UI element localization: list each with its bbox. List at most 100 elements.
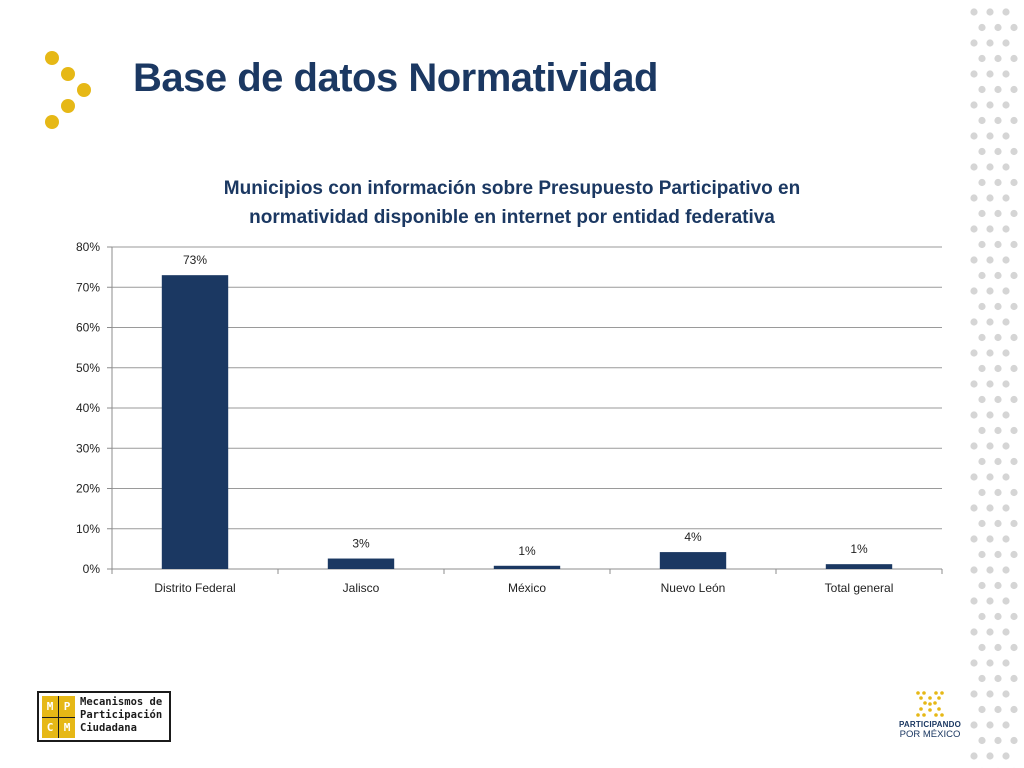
pattern-dot: [994, 147, 1002, 156]
pattern-dot: [994, 395, 1002, 404]
pattern-dot: [1010, 333, 1018, 342]
pattern-dot: [970, 318, 978, 326]
pattern-dot: [978, 488, 986, 497]
pattern-dot: [970, 101, 978, 109]
pattern-dot: [970, 752, 978, 760]
pattern-dot: [1010, 364, 1018, 373]
pattern-dot: [986, 504, 994, 512]
pattern-dot: [1002, 566, 1010, 574]
chart-title-line-1: Municipios con información sobre Presupu…: [223, 178, 801, 199]
pattern-dot: [994, 240, 1002, 249]
pattern-dot: [986, 101, 994, 109]
pattern-dot: [970, 8, 978, 16]
pattern-dot: [994, 23, 1002, 32]
pattern-dot: [1002, 597, 1010, 605]
pattern-dot: [970, 597, 978, 605]
mpcm-logo-letter: P: [59, 696, 75, 717]
pattern-dot: [994, 674, 1002, 683]
pattern-dot: [970, 256, 978, 264]
mpcm-logo-line: Mecanismos de: [80, 696, 163, 708]
pattern-dot: [986, 194, 994, 202]
slide-title: Base de datos Normatividad: [133, 56, 658, 100]
pattern-dot: [978, 209, 986, 218]
pattern-dot: [986, 566, 994, 574]
x-tick-label: Distrito Federal: [154, 581, 235, 595]
pattern-dot: [994, 302, 1002, 311]
pattern-dot: [970, 659, 978, 667]
participando-por-mexico-logo: PARTICIPANDO POR MÉXICO: [895, 690, 965, 750]
pattern-dot: [1010, 488, 1018, 497]
bar: [161, 275, 229, 569]
pattern-dot: [1010, 705, 1018, 714]
pattern-dot: [1010, 23, 1018, 32]
pattern-dot: [970, 287, 978, 295]
pattern-dot: [978, 116, 986, 125]
pattern-dot: [978, 612, 986, 621]
mpcm-logo-text: Mecanismos de Participación Ciudadana: [80, 696, 170, 735]
pattern-dot: [1002, 690, 1010, 698]
y-tick-label: 30%: [76, 441, 100, 455]
pattern-dot: [970, 628, 978, 636]
pattern-dot: [970, 535, 978, 543]
pattern-dot: [1002, 752, 1010, 760]
pattern-dot: [970, 442, 978, 450]
pattern-dot: [970, 225, 978, 233]
pattern-dot: [1002, 70, 1010, 78]
pattern-dot: [986, 659, 994, 667]
y-tick-label: 50%: [76, 361, 100, 375]
pattern-dot: [986, 256, 994, 264]
data-label: 3%: [352, 537, 370, 551]
pattern-dot: [986, 287, 994, 295]
pattern-dot: [994, 116, 1002, 125]
pattern-dot: [978, 364, 986, 373]
mpcm-logo-line: Ciudadana: [80, 722, 137, 734]
data-label: 1%: [850, 542, 868, 556]
y-tick-label: 10%: [76, 522, 100, 536]
pattern-dot: [1010, 85, 1018, 94]
pattern-dot: [1010, 302, 1018, 311]
pattern-dot: [994, 581, 1002, 590]
pattern-dot: [986, 473, 994, 481]
pattern-dot: [994, 271, 1002, 280]
pattern-dot: [994, 705, 1002, 714]
pattern-dot: [986, 8, 994, 16]
pattern-dot: [970, 39, 978, 47]
pattern-dot: [1002, 132, 1010, 140]
pattern-dot: [1010, 457, 1018, 466]
logo-dot-icon: [45, 115, 59, 129]
pattern-dot: [994, 364, 1002, 373]
pattern-dot: [978, 271, 986, 280]
pattern-dot: [1002, 659, 1010, 667]
y-tick-label: 70%: [76, 280, 100, 294]
pattern-dot: [1002, 256, 1010, 264]
pattern-dot: [970, 504, 978, 512]
pattern-dot: [1010, 116, 1018, 125]
pattern-dot: [994, 178, 1002, 187]
pattern-dot: [1002, 380, 1010, 388]
pattern-dot: [994, 333, 1002, 342]
pattern-dot: [986, 411, 994, 419]
pattern-dot: [986, 752, 994, 760]
pattern-dot: [978, 85, 986, 94]
pattern-dot: [1010, 271, 1018, 280]
pattern-dot: [994, 519, 1002, 528]
x-tick-label: México: [508, 581, 546, 595]
pattern-dot: [986, 225, 994, 233]
logo-dot-icon: [61, 67, 75, 81]
pattern-dot: [1002, 194, 1010, 202]
pattern-dot: [978, 581, 986, 590]
pattern-dot: [970, 349, 978, 357]
pattern-dot: [1002, 349, 1010, 357]
x-tick-label: Nuevo León: [661, 581, 726, 595]
pattern-dot: [994, 457, 1002, 466]
pattern-dot: [1002, 411, 1010, 419]
pattern-dot: [994, 736, 1002, 745]
pattern-dot: [986, 442, 994, 450]
pattern-dot: [994, 54, 1002, 63]
pattern-dot: [986, 721, 994, 729]
pattern-dot: [978, 705, 986, 714]
mpcm-logo-letter: C: [42, 717, 58, 738]
pattern-dot: [1002, 721, 1010, 729]
pattern-dot: [970, 411, 978, 419]
